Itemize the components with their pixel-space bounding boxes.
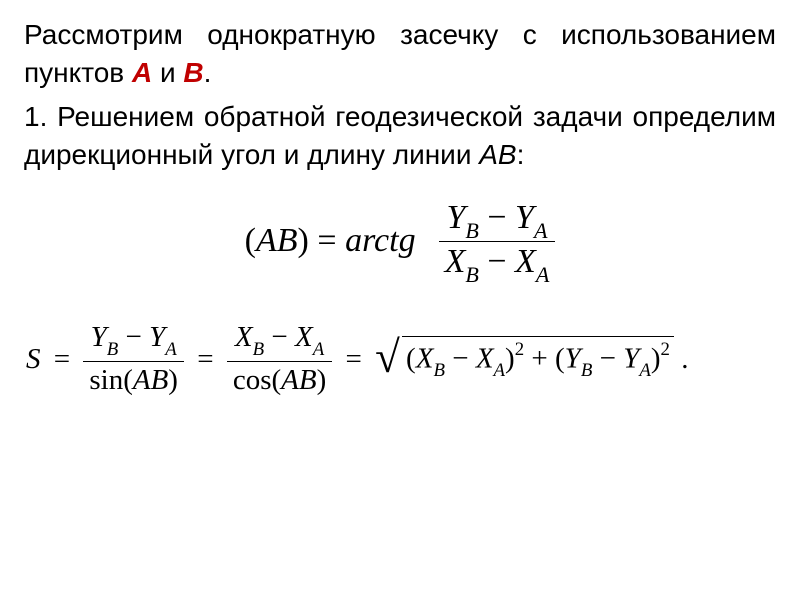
var-ab: AB xyxy=(256,222,298,259)
sub-a: A xyxy=(639,360,651,381)
fn-sin: sin( xyxy=(89,364,133,396)
text-run: : xyxy=(517,139,525,170)
var-x: X xyxy=(235,321,253,353)
paren-open: ( xyxy=(406,342,416,374)
sub-a: A xyxy=(534,218,548,243)
fn-arctg: arctg xyxy=(345,222,416,260)
var-s: S xyxy=(26,343,41,376)
var-x: X xyxy=(295,321,313,353)
equals-sign: = xyxy=(340,343,368,376)
equals-sign: = xyxy=(191,343,219,376)
paragraph-step-1: 1. Решением обратной геодезической задач… xyxy=(24,98,776,174)
paren-close: ) xyxy=(505,342,515,374)
fn-cos: cos( xyxy=(233,364,281,396)
document-page: Рассмотрим однократную засечку с использ… xyxy=(0,0,800,600)
text-run: и xyxy=(152,57,183,88)
point-label-a: А xyxy=(132,57,152,88)
var-y: Y xyxy=(565,342,581,374)
sub-a: A xyxy=(165,339,177,360)
var-y: Y xyxy=(446,199,465,236)
sub-b: B xyxy=(107,339,119,360)
minus-sign: − xyxy=(479,199,515,236)
text-run: . xyxy=(204,57,212,88)
paren-open: ( xyxy=(245,222,256,259)
sub-b: B xyxy=(465,218,479,243)
sub-a: A xyxy=(494,360,506,381)
sub-b: B xyxy=(433,360,445,381)
var-x: X xyxy=(416,342,434,374)
denominator: sin(AB) xyxy=(83,362,184,399)
paren-close: ) xyxy=(651,342,661,374)
numerator: YB − YA xyxy=(83,319,184,361)
point-label-b: В xyxy=(183,57,203,88)
var-y: Y xyxy=(149,321,165,353)
line-label-ab: АВ xyxy=(479,139,516,170)
var-x: X xyxy=(515,243,536,280)
radicand: (XB − XA)2 + (YB − YA)2 xyxy=(402,336,674,382)
sub-a: A xyxy=(313,339,325,360)
formula-length: S = YB − YA sin(AB) = XB − XA cos(AB) xyxy=(24,319,776,399)
equation-s: S = YB − YA sin(AB) = XB − XA cos(AB) xyxy=(26,341,688,373)
fraction-sin: YB − YA sin(AB) xyxy=(83,319,184,399)
exponent-2: 2 xyxy=(661,339,670,360)
formula-azimuth: (AB) = arctg YB − YA XB − XA xyxy=(24,198,776,285)
fraction-cos: XB − XA cos(AB) xyxy=(227,319,332,399)
var-x: X xyxy=(445,243,466,280)
minus-sign: − xyxy=(592,342,623,374)
square-root: √ (XB − XA)2 + (YB − YA)2 xyxy=(375,336,674,382)
exponent-2: 2 xyxy=(515,339,524,360)
paren-open: ( xyxy=(555,342,565,374)
denominator: cos(AB) xyxy=(227,362,332,399)
numerator: YB − YA xyxy=(439,198,556,242)
paren-close: ) xyxy=(317,364,327,396)
sub-a: A xyxy=(536,262,550,287)
equation-arctg: (AB) = arctg YB − YA XB − XA xyxy=(245,198,556,285)
minus-sign: − xyxy=(264,321,295,353)
paren-close: ) xyxy=(168,364,178,396)
var-y: Y xyxy=(515,199,534,236)
text-run: Решением обратной геодезической задачи о… xyxy=(24,101,776,170)
minus-sign: − xyxy=(445,342,476,374)
var-ab: AB xyxy=(281,364,316,396)
step-number: 1. xyxy=(24,101,57,132)
plus-sign: + xyxy=(524,342,555,374)
minus-sign: − xyxy=(118,321,149,353)
var-ab: AB xyxy=(133,364,168,396)
paragraph-intro: Рассмотрим однократную засечку с использ… xyxy=(24,16,776,92)
equals-sign: = xyxy=(48,343,76,376)
sub-b: B xyxy=(581,360,593,381)
equals-sign: = xyxy=(317,222,336,260)
denominator: XB − XA xyxy=(439,242,556,285)
sub-b: B xyxy=(253,339,265,360)
var-x: X xyxy=(476,342,494,374)
minus-sign: − xyxy=(479,243,515,280)
var-y: Y xyxy=(623,342,639,374)
sub-b: B xyxy=(465,262,479,287)
numerator: XB − XA xyxy=(227,319,332,361)
paren-close: ) xyxy=(298,222,309,259)
fraction: YB − YA XB − XA xyxy=(439,198,556,285)
radical-sign: √ xyxy=(375,335,400,380)
trailing-period: . xyxy=(681,343,688,376)
lhs: (AB) xyxy=(245,222,309,260)
var-y: Y xyxy=(91,321,107,353)
